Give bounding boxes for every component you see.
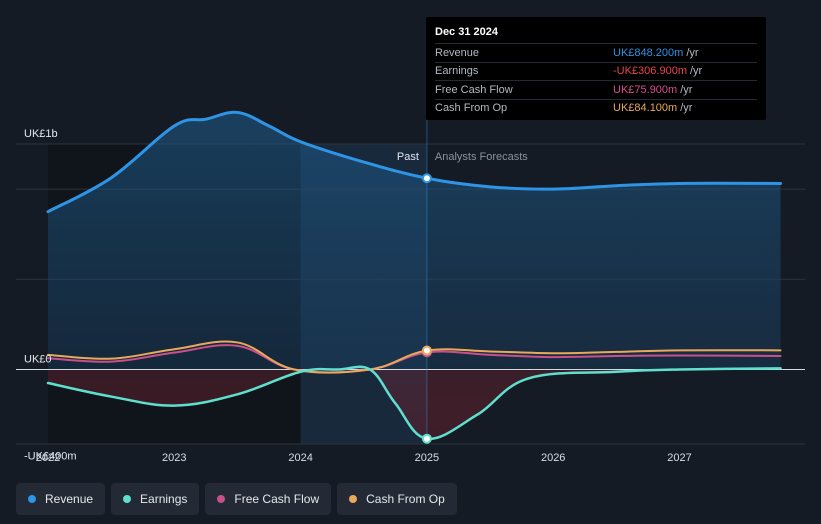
- tooltip-label: Cash From Op: [435, 102, 508, 115]
- y-tick-label: -UK£400m: [24, 451, 77, 463]
- legend-dot-icon: [217, 495, 226, 503]
- tooltip-row-cash-from-op: Cash From Op UK£84.100m /yr: [435, 98, 757, 118]
- cash-from-op-marker: [421, 345, 432, 356]
- earnings-area: [48, 366, 781, 439]
- earnings-marker: [421, 433, 432, 444]
- tooltip-value: UK£75.900m: [613, 83, 678, 96]
- legend-dot-icon: [123, 495, 132, 503]
- revenue-line: [46, 110, 783, 214]
- tooltip-panel: Dec 31 2024 Revenue UK£848.200m /yr Earn…: [426, 17, 766, 120]
- legend-dot-icon: [28, 495, 36, 503]
- tooltip-label: Earnings: [435, 65, 479, 78]
- legend-label: Revenue: [45, 492, 94, 506]
- legend-item-cash-from-op[interactable]: Cash From Op: [337, 483, 457, 515]
- legend: Revenue Earnings Free Cash Flow Cash Fro…: [16, 483, 457, 515]
- legend-item-revenue[interactable]: Revenue: [16, 483, 106, 515]
- x-tick-label: 2024: [288, 452, 312, 464]
- tooltip-label: Revenue: [435, 46, 480, 59]
- x-tick-label: 2027: [667, 452, 691, 464]
- tooltip-value: -UK£306.900m: [613, 65, 687, 78]
- x-tick-label: 2022: [36, 452, 60, 464]
- legend-label: Cash From Op: [366, 492, 445, 506]
- y-tick-label: UK£1b: [24, 128, 58, 140]
- legend-dot-icon: [349, 495, 358, 503]
- tooltip-row-free-cash-flow: Free Cash Flow UK£75.900m /yr: [435, 80, 757, 99]
- legend-item-earnings[interactable]: Earnings: [111, 483, 200, 515]
- tooltip-value: UK£84.100m: [613, 102, 678, 115]
- y-tick-label: UK£0: [24, 354, 52, 366]
- tooltip-unit: /yr: [680, 102, 693, 115]
- x-tick-label: 2023: [162, 452, 186, 464]
- forecast-label: Analysts Forecasts: [435, 151, 528, 163]
- tooltip-unit: /yr: [686, 46, 699, 59]
- legend-label: Free Cash Flow: [234, 492, 320, 506]
- x-tick-label: 2025: [415, 452, 439, 464]
- tooltip-label: Free Cash Flow: [435, 83, 513, 96]
- legend-label: Earnings: [140, 492, 188, 506]
- tooltip-date: Dec 31 2024: [435, 26, 498, 38]
- tooltip-unit: /yr: [680, 83, 693, 96]
- revenue-area: [48, 112, 781, 370]
- past-label: Past: [397, 151, 419, 163]
- x-tick-label: 2026: [541, 452, 565, 464]
- legend-item-free-cash-flow[interactable]: Free Cash Flow: [205, 483, 332, 515]
- tooltip-row-revenue: Revenue UK£848.200m /yr: [435, 43, 757, 62]
- earnings-line: [46, 365, 782, 440]
- revenue-marker: [421, 173, 432, 184]
- tooltip-row-earnings: Earnings -UK£306.900m /yr: [435, 61, 757, 81]
- tooltip-unit: /yr: [690, 65, 703, 78]
- tooltip-value: UK£848.200m: [613, 46, 684, 59]
- cash-from-op-line: [47, 340, 782, 374]
